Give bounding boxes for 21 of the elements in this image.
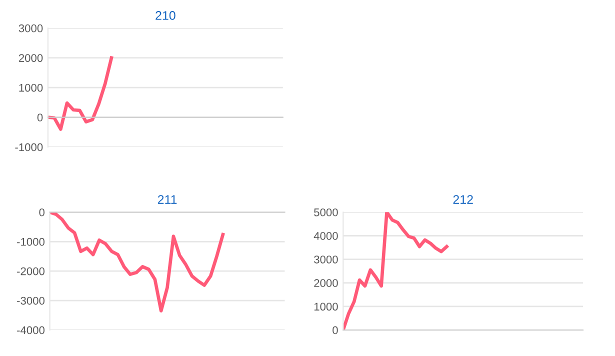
y-tick-label: 2000 [18,54,43,62]
y-tick-label: -4000 [17,326,45,334]
y-tick-label: -1000 [17,238,45,246]
y-tick-label: 1000 [314,302,338,311]
y-tick-label: -2000 [17,267,45,276]
y-tick-label: 0 [332,326,338,334]
y-tick-label: 3000 [314,256,338,264]
y-tick-label: 5000 [314,208,338,216]
y-tick-label: 4000 [314,232,338,240]
y-tick-label: 3000 [18,24,43,32]
y-tick-label: 0 [37,114,43,122]
chart-title: 211 [158,195,177,204]
y-tick-label: -3000 [17,296,45,305]
y-tick-label: 0 [39,208,45,216]
line-series [48,56,114,131]
y-tick-label: 2000 [314,279,338,288]
y-tick-label: -1000 [15,143,43,152]
line-series [50,212,225,313]
y-tick-label: 1000 [19,84,43,92]
chart-title: 210 [156,11,176,20]
chart-title: 212 [453,195,473,204]
